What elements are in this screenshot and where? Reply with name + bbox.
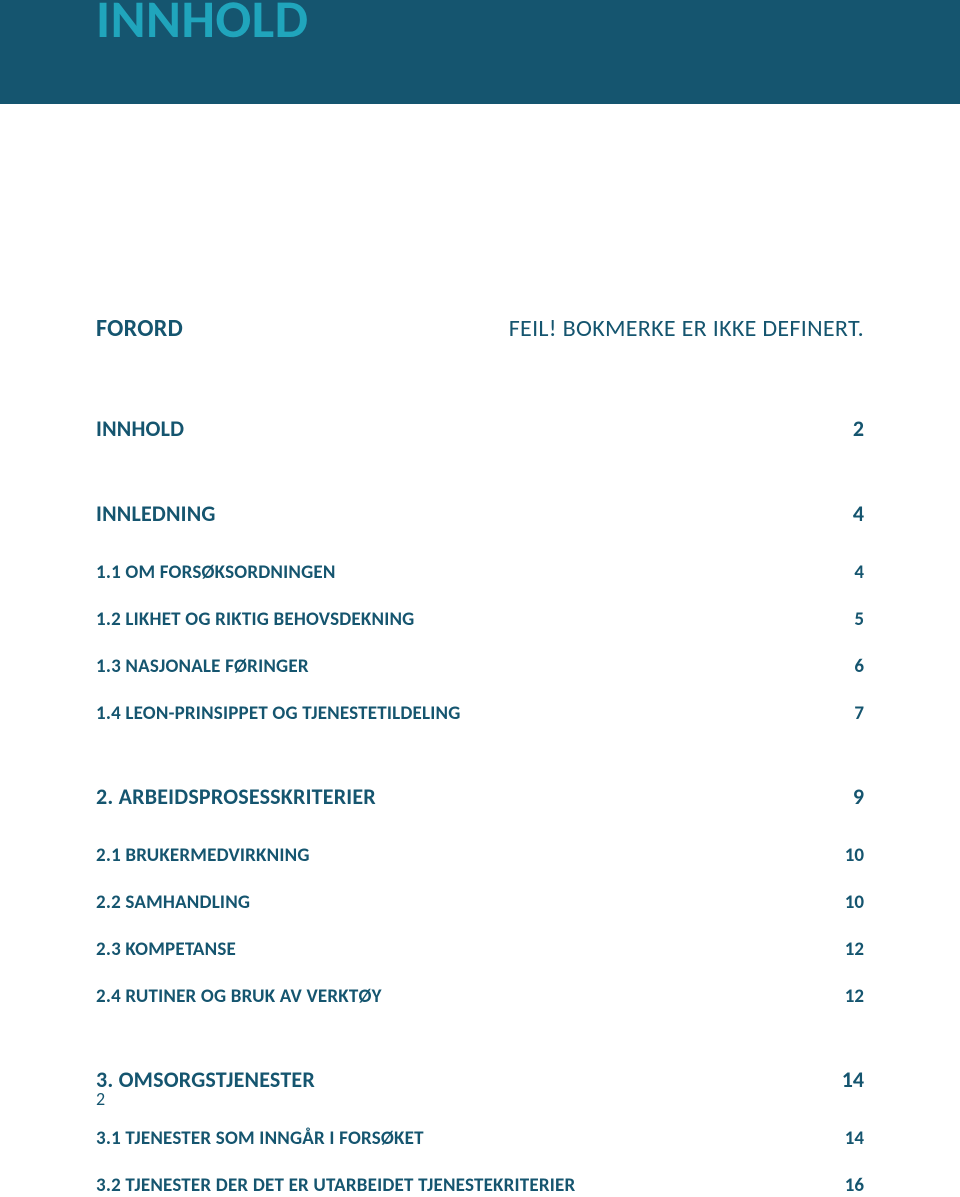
toc-label: 1.4 LEON-PRINSIPPET OG TJENESTETILDELING: [96, 702, 461, 725]
toc-page: 10: [845, 891, 864, 914]
toc-row-innledning: INNLEDNING 4: [96, 500, 864, 527]
toc-label: FORORD: [96, 314, 183, 343]
toc-label: INNLEDNING: [96, 500, 216, 527]
toc-page: 6: [854, 655, 864, 678]
page-number: 2: [96, 1088, 105, 1110]
toc-label: 1.3 NASJONALE FØRINGER: [96, 655, 309, 678]
toc-page: 9: [853, 783, 864, 810]
toc-row-3-2: 3.2 TJENESTER DER DET ER UTARBEIDET TJEN…: [96, 1174, 864, 1197]
toc-row-forord: FORORD FEIL! BOKMERKE ER IKKE DEFINERT.: [96, 314, 864, 343]
toc-label: 2.1 BRUKERMEDVIRKNING: [96, 844, 310, 867]
toc-label: 1.1 OM FORSØKSORDNINGEN: [96, 561, 336, 584]
toc-row-innhold: INNHOLD 2: [96, 415, 864, 442]
toc-label: 2.2 SAMHANDLING: [96, 891, 250, 914]
toc-page: 12: [845, 938, 864, 961]
toc-row-1-4: 1.4 LEON-PRINSIPPET OG TJENESTETILDELING…: [96, 702, 864, 725]
toc-row-2-4: 2.4 RUTINER OG BRUK AV VERKTØY 12: [96, 985, 864, 1008]
toc-label: INNHOLD: [96, 415, 184, 442]
toc-row-2-3: 2.3 KOMPETANSE 12: [96, 938, 864, 961]
toc-page: 7: [854, 702, 864, 725]
page-title: INNHOLD: [96, 0, 960, 52]
toc-row-3-1: 3.1 TJENESTER SOM INNGÅR I FORSØKET 14: [96, 1127, 864, 1150]
toc-row-1-2: 1.2 LIKHET OG RIKTIG BEHOVSDEKNING 5: [96, 608, 864, 631]
toc-label: 1.2 LIKHET OG RIKTIG BEHOVSDEKNING: [96, 608, 415, 631]
toc-label: 3.1 TJENESTER SOM INNGÅR I FORSØKET: [96, 1127, 424, 1150]
toc-row-2-1: 2.1 BRUKERMEDVIRKNING 10: [96, 844, 864, 867]
toc-page: 5: [854, 608, 864, 631]
toc-row-1-1: 1.1 OM FORSØKSORDNINGEN 4: [96, 561, 864, 584]
toc-row-3: 3. OMSORGSTJENESTER 14: [96, 1066, 864, 1093]
toc-page: 14: [842, 1066, 864, 1093]
toc-label: 3.2 TJENESTER DER DET ER UTARBEIDET TJEN…: [96, 1174, 575, 1197]
toc-label: 2.3 KOMPETANSE: [96, 938, 236, 961]
toc-page: 4: [854, 561, 864, 584]
toc-label: 2. ARBEIDSPROSESSKRITERIER: [96, 783, 376, 810]
toc-row-2-2: 2.2 SAMHANDLING 10: [96, 891, 864, 914]
toc-page: FEIL! BOKMERKE ER IKKE DEFINERT.: [509, 314, 864, 343]
toc-page: 14: [845, 1127, 864, 1150]
toc-page: 16: [845, 1174, 864, 1197]
toc-label: 3. OMSORGSTJENESTER: [96, 1066, 315, 1093]
toc-page: 12: [845, 985, 864, 1008]
toc-row-1-3: 1.3 NASJONALE FØRINGER 6: [96, 655, 864, 678]
toc-page: 10: [845, 844, 864, 867]
toc-page: 2: [853, 415, 864, 442]
toc-content: FORORD FEIL! BOKMERKE ER IKKE DEFINERT. …: [0, 104, 960, 1197]
header-band: INNHOLD: [0, 0, 960, 104]
toc-row-2: 2. ARBEIDSPROSESSKRITERIER 9: [96, 783, 864, 810]
toc-label: 2.4 RUTINER OG BRUK AV VERKTØY: [96, 985, 382, 1008]
toc-page: 4: [853, 500, 864, 527]
